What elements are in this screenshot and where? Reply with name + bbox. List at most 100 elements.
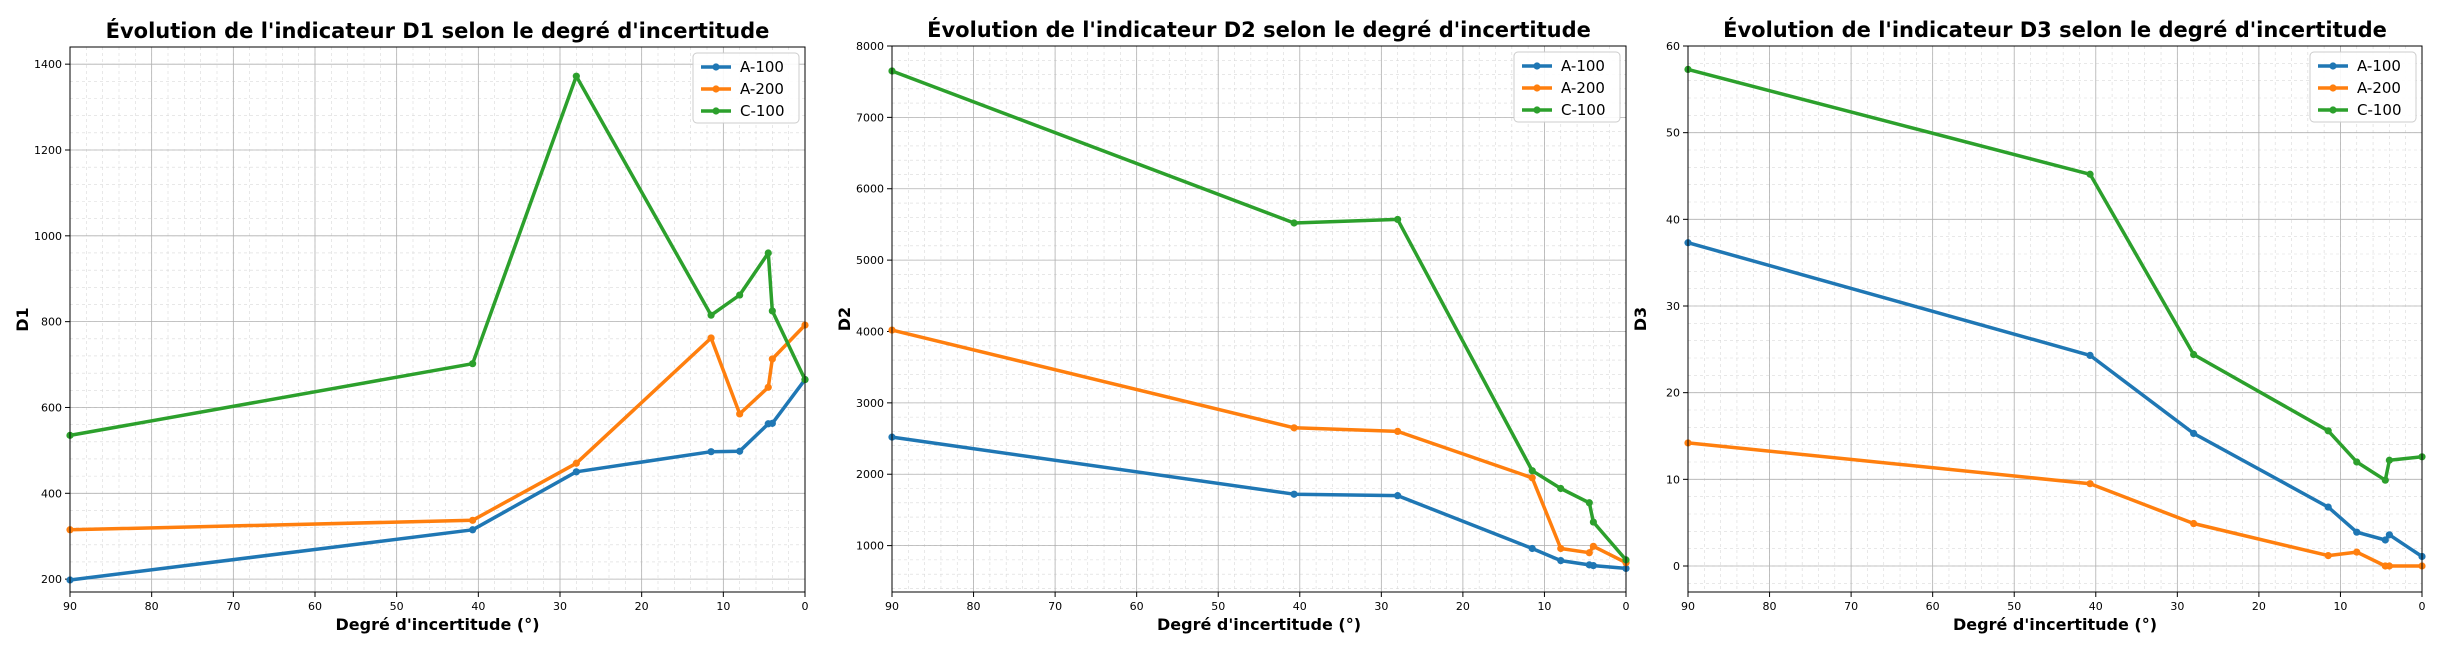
x-tick-label: 10 xyxy=(2333,600,2347,613)
legend-marker xyxy=(712,107,720,115)
data-point xyxy=(469,516,477,524)
series-line-a-200 xyxy=(69,323,807,532)
data-point xyxy=(2190,350,2198,359)
data-point xyxy=(707,448,715,456)
legend-marker xyxy=(2329,62,2337,70)
x-axis-label: Degré d'incertitude (°) xyxy=(335,615,539,634)
y-tick-label: 10 xyxy=(1666,473,1680,486)
y-tick-label: 800 xyxy=(41,316,62,329)
chart-title: Évolution de l'indicateur D2 selon le de… xyxy=(927,17,1591,42)
legend-box xyxy=(692,52,800,124)
legend-entry: A-200 xyxy=(740,80,784,98)
data-point xyxy=(1528,544,1536,553)
data-point xyxy=(2190,429,2198,437)
minor-grid xyxy=(1687,45,2423,592)
series-line-a-200 xyxy=(1687,441,2422,568)
y-tick-label: 50 xyxy=(1666,127,1680,140)
axes-frame xyxy=(891,45,1627,593)
data-point xyxy=(1528,467,1536,475)
x-tick-label: 30 xyxy=(2170,600,2184,613)
legend-entry: C-100 xyxy=(1561,101,1606,119)
data-point xyxy=(2385,456,2393,464)
x-tick-label: 60 xyxy=(308,600,322,613)
legend-marker xyxy=(1533,84,1541,92)
data-point xyxy=(1528,474,1536,482)
x-tick-label: 20 xyxy=(635,600,649,613)
minor-grid xyxy=(891,45,1627,592)
data-point xyxy=(1394,427,1402,436)
y-tick-label: 30 xyxy=(1666,300,1680,313)
data-point xyxy=(1557,484,1565,493)
x-tick-label: 40 xyxy=(1293,600,1307,613)
y-tick-label: 6000 xyxy=(856,183,884,196)
legend: A-100 A-200 C-100 xyxy=(692,52,800,124)
data-point xyxy=(736,291,744,299)
data-point xyxy=(707,334,715,342)
legend-marker xyxy=(1533,106,1541,114)
data-point xyxy=(572,468,580,476)
axes-frame xyxy=(69,46,806,593)
y-tick-label: 7000 xyxy=(856,111,884,124)
x-tick-label: 30 xyxy=(1374,600,1388,613)
y-axis-label: D2 xyxy=(835,307,854,331)
x-tick-label: 70 xyxy=(226,600,240,613)
y-tick-label: 1000 xyxy=(856,540,884,553)
legend-entry: A-100 xyxy=(740,58,784,76)
data-point xyxy=(764,249,772,257)
x-tick-label: 40 xyxy=(471,600,485,613)
data-point xyxy=(768,355,776,363)
y-tick-label: 1400 xyxy=(34,58,62,71)
chart-title: Évolution de l'indicateur D3 selon le de… xyxy=(1723,17,2387,42)
y-axis-label: D3 xyxy=(1631,307,1650,331)
legend-entry: C-100 xyxy=(2357,101,2402,119)
data-point xyxy=(572,459,580,467)
y-tick-label: 1000 xyxy=(34,230,62,243)
series-line-a-100 xyxy=(69,378,807,582)
data-point xyxy=(1585,499,1593,507)
x-tick-label: 50 xyxy=(390,600,404,613)
data-point xyxy=(1290,424,1298,432)
data-point xyxy=(2385,531,2393,539)
x-tick-label: 80 xyxy=(967,600,981,613)
y-tick-label: 2000 xyxy=(856,468,884,481)
data-point xyxy=(1290,219,1298,227)
legend-marker xyxy=(2329,106,2337,114)
data-point xyxy=(764,383,772,391)
data-point xyxy=(1557,544,1565,553)
legend-marker xyxy=(2329,84,2337,92)
data-point xyxy=(572,72,580,80)
x-tick-label: 80 xyxy=(1763,600,1777,613)
legend-entry: A-100 xyxy=(2357,57,2401,75)
x-tick-label: 0 xyxy=(1623,600,1630,613)
series-line-c-100 xyxy=(891,69,1628,562)
data-point xyxy=(1394,215,1402,224)
y-tick-label: 3000 xyxy=(856,397,884,410)
data-point xyxy=(707,311,715,319)
y-tick-label: 40 xyxy=(1666,213,1680,226)
y-tick-label: 400 xyxy=(41,487,62,500)
y-tick-label: 4000 xyxy=(856,325,884,338)
x-tick-label: 10 xyxy=(1537,600,1551,613)
data-point xyxy=(768,307,776,315)
x-tick-label: 80 xyxy=(145,600,159,613)
data-point xyxy=(2381,476,2389,484)
y-tick-label: 8000 xyxy=(856,40,884,53)
data-point xyxy=(2086,351,2094,359)
x-tick-label: 10 xyxy=(716,600,730,613)
x-tick-label: 0 xyxy=(802,600,809,613)
data-point xyxy=(1589,518,1597,526)
x-tick-label: 30 xyxy=(553,600,567,613)
data-point xyxy=(2381,536,2389,544)
series-line-a-200 xyxy=(891,328,1627,565)
series-line-a-100 xyxy=(1687,241,2423,558)
data-point xyxy=(2324,503,2332,511)
data-point xyxy=(768,419,776,427)
x-tick-label: 90 xyxy=(1681,600,1695,613)
data-point xyxy=(2353,548,2361,556)
data-point xyxy=(1557,556,1565,565)
legend-entry: C-100 xyxy=(740,102,785,120)
legend: A-100 A-200 C-100 xyxy=(2309,51,2417,123)
data-point xyxy=(2086,480,2094,488)
x-tick-label: 90 xyxy=(63,600,77,613)
